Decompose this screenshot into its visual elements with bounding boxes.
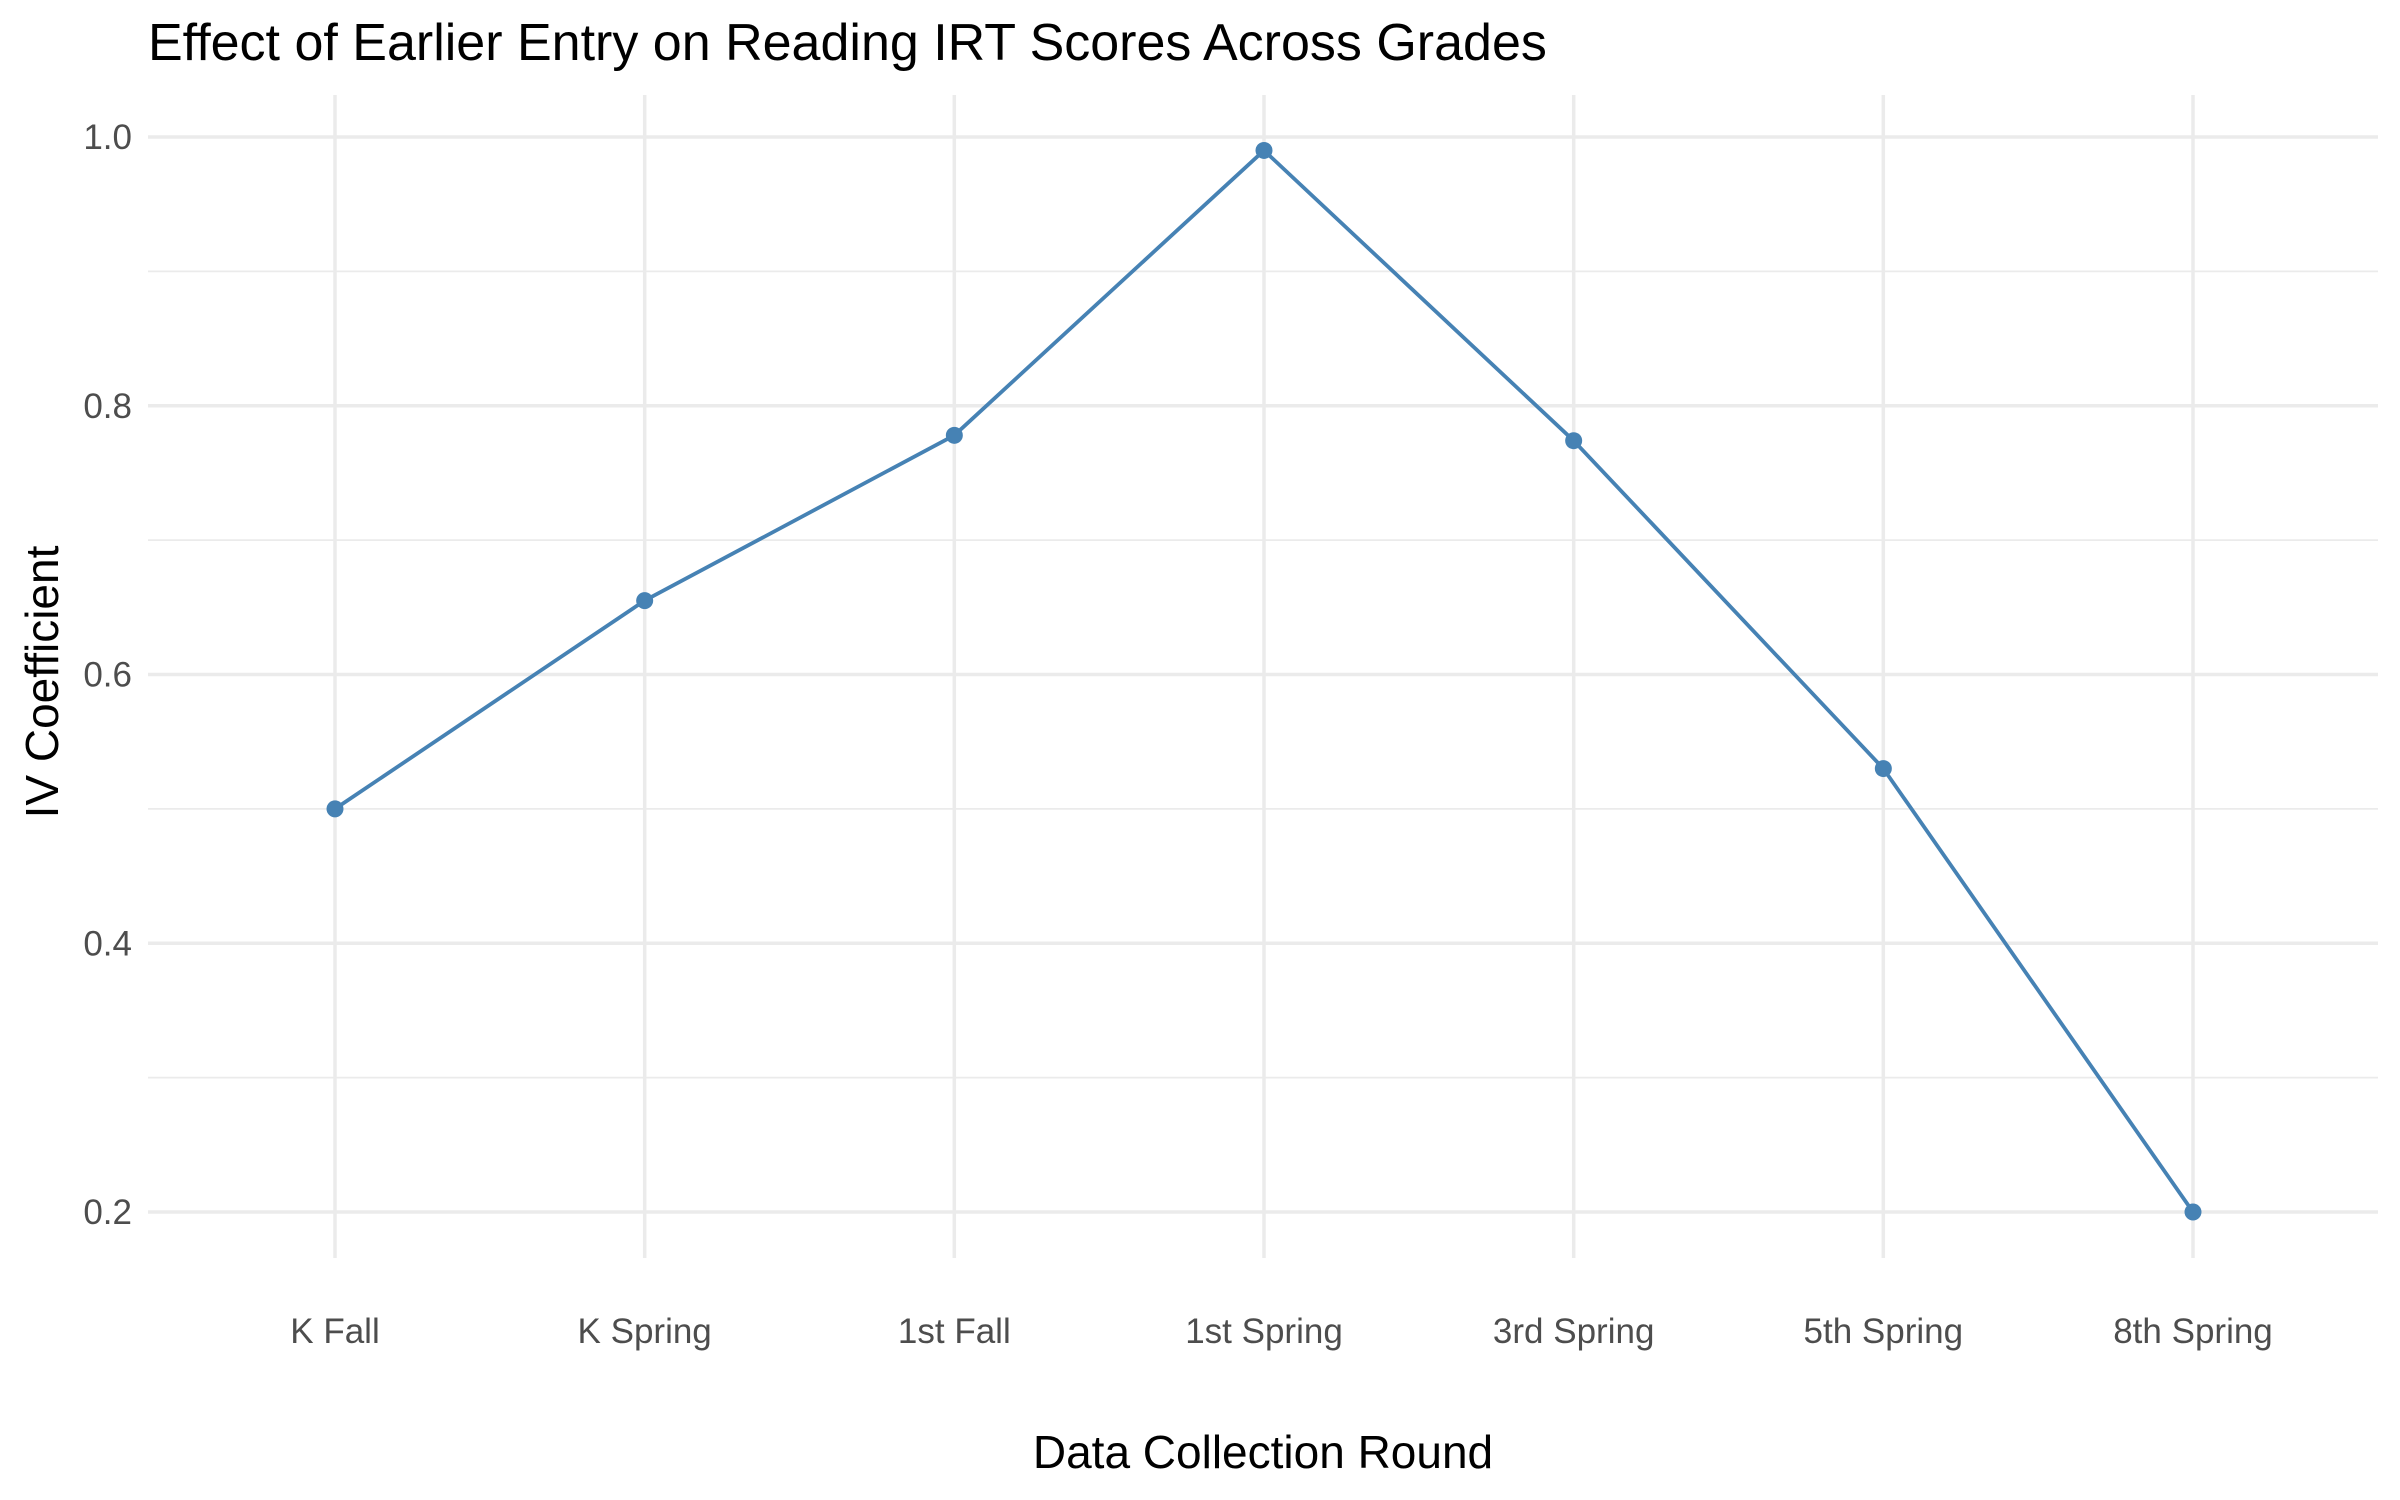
grid-lines xyxy=(148,95,2378,1258)
series-layer xyxy=(326,141,2202,1221)
x-axis-title: Data Collection Round xyxy=(1033,1426,1493,1478)
y-tick-label: 0.8 xyxy=(83,387,132,426)
y-tick-label: 0.2 xyxy=(83,1193,132,1232)
data-point xyxy=(1565,432,1583,450)
y-tick-label: 1.0 xyxy=(83,118,132,157)
y-tick-label: 0.6 xyxy=(83,656,132,695)
x-tick-label: 5th Spring xyxy=(1804,1312,1964,1351)
x-tick-label: 8th Spring xyxy=(2113,1312,2273,1351)
data-point xyxy=(1874,760,1892,778)
x-axis-tick-labels: K Fall K Spring 1st Fall 1st Spring 3rd Spri… xyxy=(290,1312,2273,1351)
data-point xyxy=(2184,1203,2202,1221)
x-tick-label: K Spring xyxy=(578,1312,712,1351)
data-point xyxy=(326,800,344,818)
x-tick-label: 3rd Spring xyxy=(1493,1312,1654,1351)
x-tick-label: 1st Fall xyxy=(898,1312,1011,1351)
chart-title: Effect of Earlier Entry on Reading IRT S… xyxy=(148,14,1547,72)
data-point xyxy=(1255,141,1273,159)
x-tick-label: K Fall xyxy=(290,1312,379,1351)
x-tick-label: 1st Spring xyxy=(1185,1312,1343,1351)
data-point xyxy=(945,426,963,444)
y-axis-title: IV Coefficient xyxy=(16,545,68,818)
y-tick-label: 0.4 xyxy=(83,924,132,963)
y-axis-tick-labels: 0.2 0.4 0.6 0.8 1.0 xyxy=(83,118,132,1232)
data-point xyxy=(636,592,654,610)
